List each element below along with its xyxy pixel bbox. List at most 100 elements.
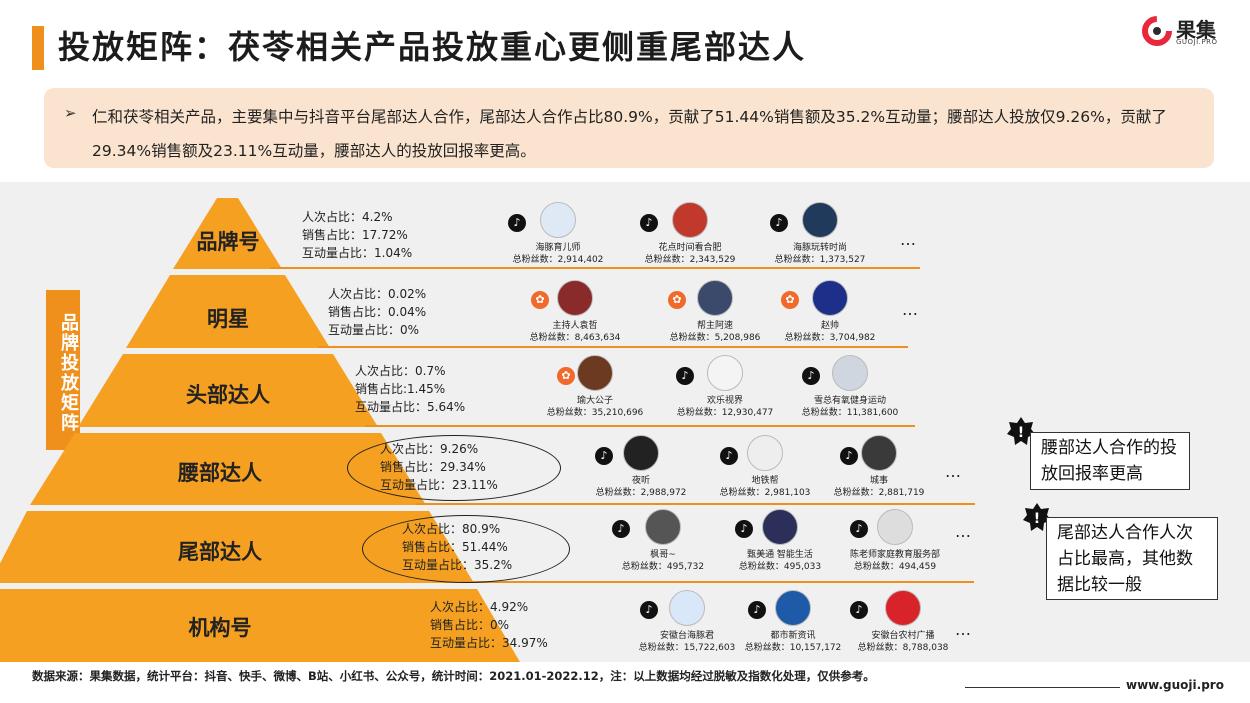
- kuaishou-icon: ✿: [668, 291, 686, 309]
- more-dots: …: [902, 300, 919, 319]
- tier-label-mid-kol: 腰部达人: [178, 461, 262, 485]
- account-name: 帮主阿速: [696, 321, 733, 331]
- pyramid-tier-3: [78, 354, 378, 427]
- douyin-icon: ♪: [850, 520, 868, 538]
- douyin-icon: ♪: [640, 601, 658, 619]
- avatar: [707, 355, 743, 391]
- account-name: 雪总有氧健身运动: [813, 396, 886, 406]
- account-fans: 总粉丝数：12,930,477: [676, 408, 774, 418]
- account-fans: 总粉丝数：2,914,402: [512, 255, 604, 265]
- account-name: 夜听: [631, 476, 650, 486]
- account-card[interactable]: 地铁帮 总粉丝数：2,981,103: [690, 435, 840, 499]
- account-fans: 总粉丝数：8,788,038: [857, 643, 949, 653]
- stat-engagement-share: 互动量占比：1.04%: [302, 246, 413, 260]
- account-name: 欢乐视界: [706, 396, 743, 406]
- logo-text-en: GUOJI.PRO: [1176, 38, 1218, 46]
- summary-text: 仁和茯苓相关产品，主要集中与抖音平台尾部达人合作，尾部达人合作占比80.9%，贡…: [92, 108, 1167, 160]
- stat-sales-share: 销售占比：0.04%: [328, 305, 427, 319]
- tier-label-celebrity: 明星: [207, 307, 249, 331]
- avatar: [557, 280, 593, 316]
- guoji-logo-icon: [1142, 16, 1172, 46]
- account-fans: 总粉丝数：2,988,972: [595, 488, 687, 498]
- douyin-icon: ♪: [720, 447, 738, 465]
- account-fans: 总粉丝数：10,157,172: [744, 643, 842, 653]
- account-card[interactable]: 陈老师家庭教育服务部 总粉丝数：494,459: [820, 509, 970, 573]
- account-card[interactable]: 夜听 总粉丝数：2,988,972: [566, 435, 716, 499]
- stat-sales-share: 销售占比：51.44%: [402, 540, 508, 554]
- footer-divider: [965, 687, 1120, 688]
- stat-engagement-share: 互动量占比：34.97%: [430, 636, 548, 650]
- account-fans: 总粉丝数：494,459: [853, 562, 937, 572]
- account-card[interactable]: 甄美通 智能生活 总粉丝数：495,033: [705, 509, 855, 573]
- pyramid-tier-2: [126, 275, 330, 348]
- account-name: 瑜大公子: [576, 396, 613, 406]
- callout-tail-kol: 尾部达人合作人次占比最高，其他数据比较一般: [1046, 517, 1218, 600]
- account-card[interactable]: 安徽台农村广播 总粉丝数：8,788,038: [828, 590, 978, 654]
- account-card[interactable]: 瑜大公子 总粉丝数：35,210,696: [520, 355, 670, 419]
- summary-box: ➢ 仁和茯苓相关产品，主要集中与抖音平台尾部达人合作，尾部达人合作占比80.9%…: [44, 88, 1214, 168]
- avatar: [861, 435, 897, 471]
- stat-sales-share: 销售占比：29.34%: [380, 460, 486, 474]
- title-accent-bar: [32, 26, 44, 70]
- douyin-icon: ♪: [802, 367, 820, 385]
- douyin-icon: ♪: [770, 214, 788, 232]
- account-card[interactable]: 主持人袁哲 总粉丝数：8,463,634: [500, 280, 650, 344]
- tier-divider-2: [318, 346, 908, 348]
- account-card[interactable]: 海豚玩转时尚 总粉丝数：1,373,527: [745, 202, 895, 266]
- callout-mid-kol: 腰部达人合作的投放回报率更高: [1030, 432, 1190, 490]
- account-card[interactable]: 欢乐视界 总粉丝数：12,930,477: [650, 355, 800, 419]
- svg-text:!: !: [1018, 425, 1024, 441]
- account-card[interactable]: 雪总有氧健身运动 总粉丝数：11,381,600: [775, 355, 925, 419]
- highlight-ellipse: [347, 435, 561, 501]
- account-card[interactable]: 都市新资讯 总粉丝数：10,157,172: [718, 590, 868, 654]
- summary-bullet: ➢: [64, 104, 77, 122]
- account-fans: 总粉丝数：2,343,529: [644, 255, 736, 265]
- account-card[interactable]: 安徽台海豚君 总粉丝数：15,722,603: [612, 590, 762, 654]
- account-fans: 总粉丝数：495,732: [621, 562, 705, 572]
- pyramid-tier-6: [0, 589, 520, 662]
- avatar: [672, 202, 708, 238]
- data-source-footer: 数据来源：果集数据，统计平台：抖音、快手、微博、B站、小红书、公众号，统计时间：…: [32, 669, 875, 683]
- tier-label-tail-kol: 尾部达人: [178, 540, 262, 564]
- avatar: [877, 509, 913, 545]
- douyin-icon: ♪: [748, 601, 766, 619]
- avatar: [645, 509, 681, 545]
- brand-logo: 果集 GUOJI.PRO: [1142, 14, 1237, 48]
- account-fans: 总粉丝数：5,208,986: [669, 333, 761, 343]
- exclamation-badge-icon: !: [1023, 503, 1051, 531]
- douyin-icon: ♪: [850, 601, 868, 619]
- account-card[interactable]: 赵帅 总粉丝数：3,704,982: [755, 280, 905, 344]
- account-name: 城事: [869, 476, 888, 486]
- account-fans: 总粉丝数：1,373,527: [774, 255, 866, 265]
- stat-engagement-share: 互动量占比：23.11%: [380, 478, 498, 492]
- account-fans: 总粉丝数：8,463,634: [529, 333, 621, 343]
- account-name: 主持人袁哲: [552, 321, 598, 331]
- account-fans: 总粉丝数：3,704,982: [784, 333, 876, 343]
- tier-stats-top-kol: 人次占比：0.7% 销售占比:1.45% 互动量占比：5.64%: [355, 362, 465, 416]
- account-card[interactable]: 枫哥~ 总粉丝数：495,732: [588, 509, 738, 573]
- avatar: [802, 202, 838, 238]
- douyin-icon: ♪: [508, 214, 526, 232]
- pyramid-tier-5: [0, 511, 474, 583]
- account-fans: 总粉丝数：2,981,103: [719, 488, 811, 498]
- stat-engagement-share: 互动量占比：5.64%: [355, 400, 466, 414]
- douyin-icon: ♪: [595, 447, 613, 465]
- svg-text:!: !: [1034, 511, 1040, 527]
- footer-url: www.guoji.pro: [1126, 678, 1224, 692]
- tier-divider-1: [270, 267, 920, 269]
- account-card[interactable]: 城事 总粉丝数：2,881,719: [804, 435, 954, 499]
- account-name: 地铁帮: [751, 476, 779, 486]
- account-name: 枫哥~: [650, 550, 676, 560]
- tier-stats-institution: 人次占比：4.92% 销售占比：0% 互动量占比：34.97%: [430, 598, 548, 652]
- stat-person-share: 人次占比：80.9%: [402, 522, 501, 536]
- kuaishou-icon: ✿: [557, 367, 575, 385]
- account-card[interactable]: 海豚育儿师 总粉丝数：2,914,402: [483, 202, 633, 266]
- account-card[interactable]: 帮主阿速 总粉丝数：5,208,986: [640, 280, 790, 344]
- avatar: [775, 590, 811, 626]
- stat-engagement-share: 互动量占比：35.2%: [402, 558, 513, 572]
- account-card[interactable]: 花点时间看合肥 总粉丝数：2,343,529: [615, 202, 765, 266]
- avatar: [747, 435, 783, 471]
- account-fans: 总粉丝数：2,881,719: [833, 488, 925, 498]
- stat-person-share: 人次占比：0.02%: [328, 287, 427, 301]
